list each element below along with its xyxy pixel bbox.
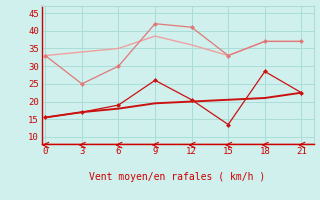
X-axis label: Vent moyen/en rafales ( km/h ): Vent moyen/en rafales ( km/h ) xyxy=(90,172,266,182)
